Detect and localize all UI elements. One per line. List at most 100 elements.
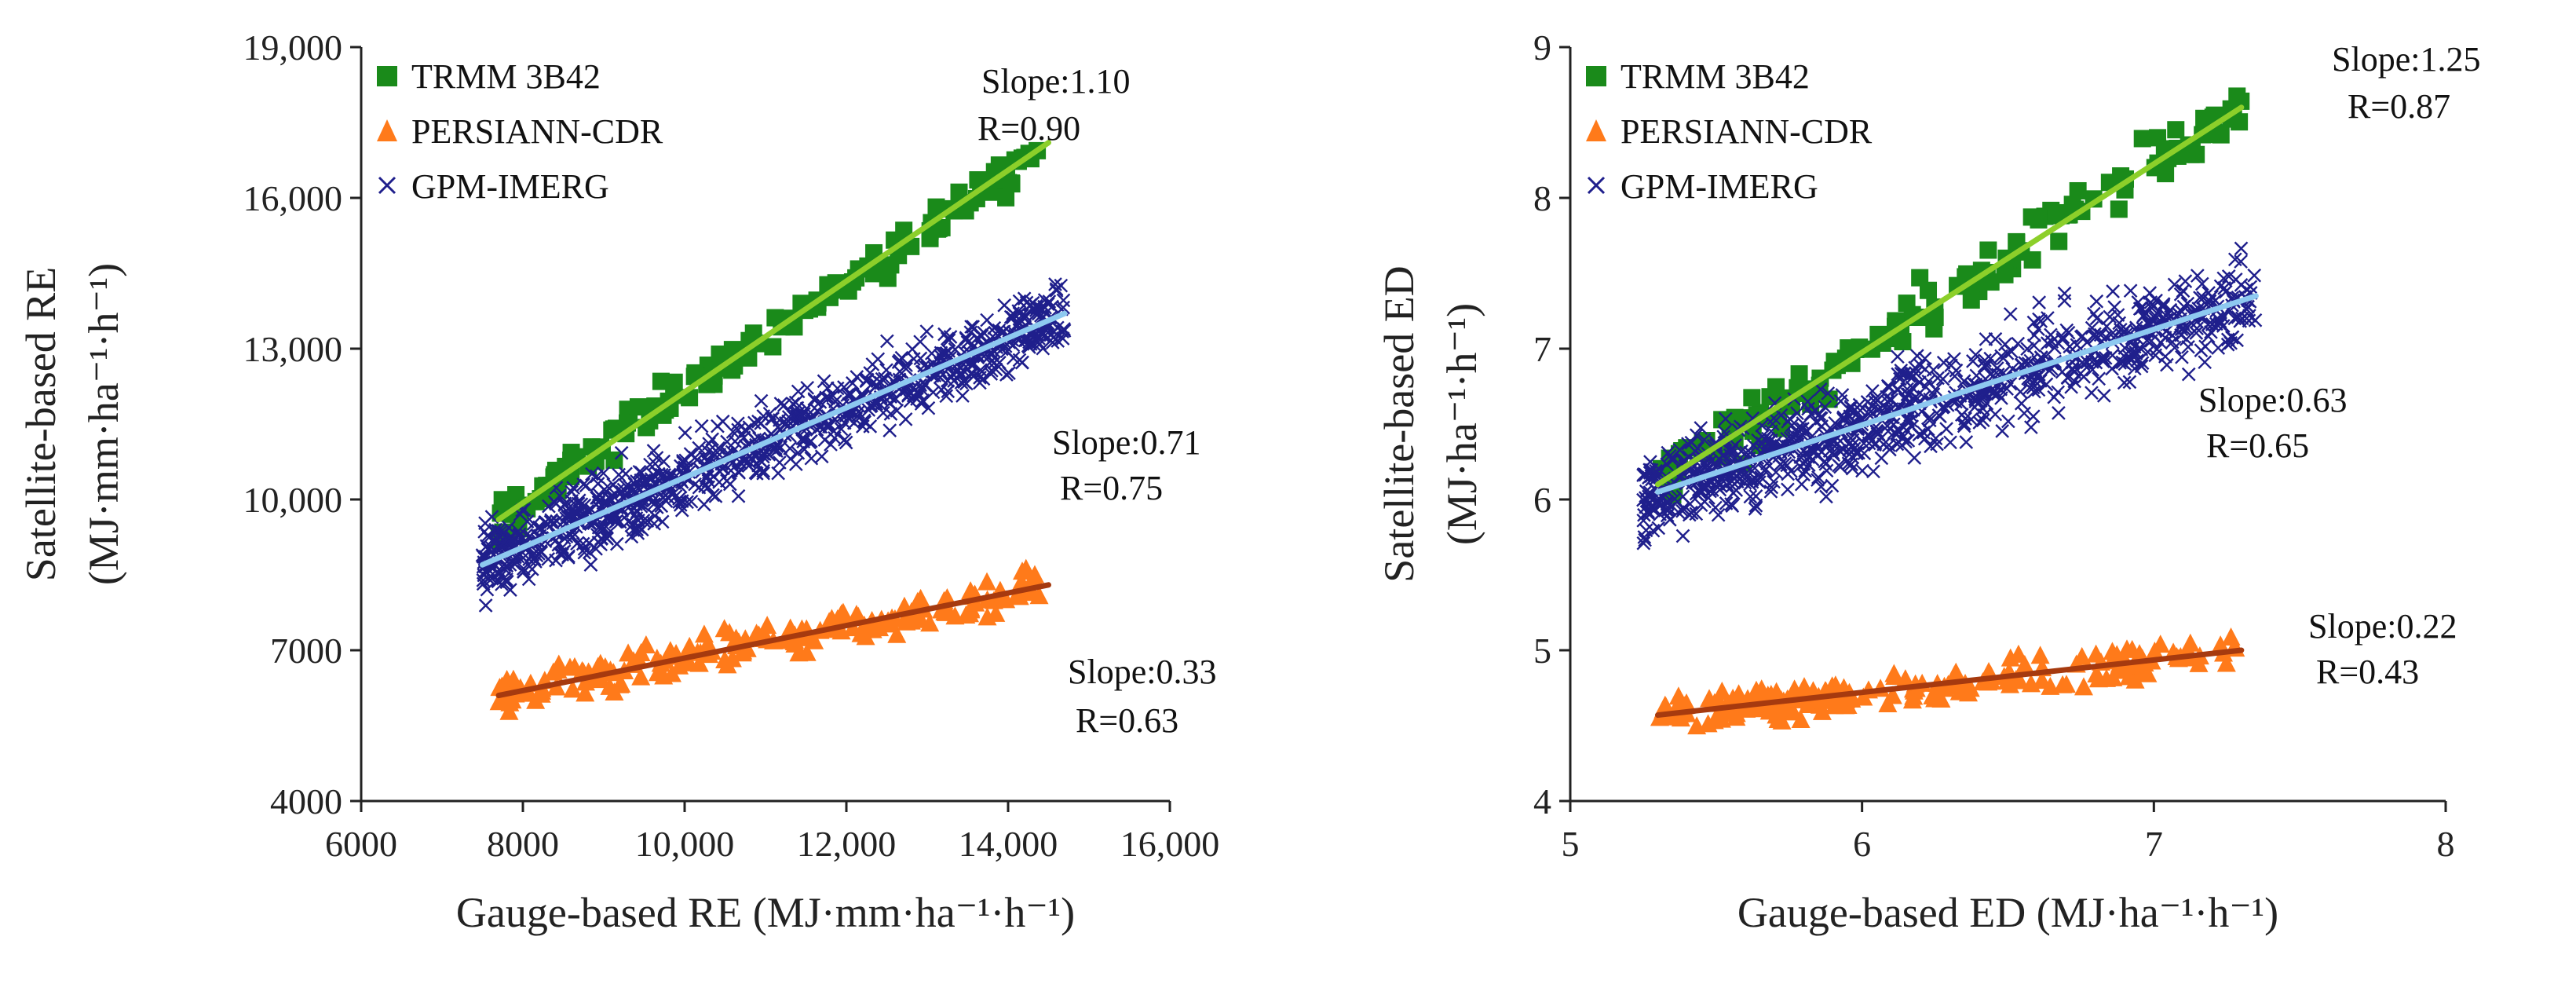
point xyxy=(791,445,806,460)
point xyxy=(2130,353,2144,368)
point xyxy=(1781,482,1795,497)
point xyxy=(1708,500,1723,515)
point xyxy=(2069,181,2087,199)
point xyxy=(879,334,894,349)
slope-label: Slope:0.63 xyxy=(2198,381,2347,419)
point xyxy=(1876,437,1891,452)
point xyxy=(1719,496,1734,510)
point xyxy=(1689,507,1704,521)
point xyxy=(1703,454,1718,469)
point xyxy=(1675,501,1690,516)
point xyxy=(897,609,917,627)
point xyxy=(596,496,611,510)
point xyxy=(1729,684,1748,703)
point xyxy=(541,552,556,566)
point xyxy=(1700,689,1719,708)
point xyxy=(1962,291,1980,309)
point xyxy=(2041,676,2060,695)
point xyxy=(1957,416,1971,431)
point xyxy=(1957,374,1971,389)
point xyxy=(1646,503,1661,518)
point xyxy=(747,415,762,430)
point xyxy=(1907,451,1922,465)
point xyxy=(1908,360,1923,375)
point xyxy=(2040,336,2055,350)
point xyxy=(2000,382,2014,396)
r-label: R=0.75 xyxy=(1060,469,1163,507)
point xyxy=(786,397,800,412)
point xyxy=(2248,313,2263,327)
point xyxy=(2167,277,2182,292)
point xyxy=(705,375,723,393)
point xyxy=(871,352,886,367)
point xyxy=(1944,358,1958,373)
x-axis-label: Gauge-based ED (MJ·ha⁻¹·h⁻¹) xyxy=(1737,889,2278,936)
point xyxy=(1743,489,1758,504)
point xyxy=(2216,653,2236,672)
point xyxy=(2047,203,2065,221)
point xyxy=(553,488,567,503)
point xyxy=(1651,521,1666,536)
point xyxy=(550,514,565,529)
point xyxy=(887,624,907,643)
point xyxy=(788,457,803,471)
point xyxy=(674,494,689,508)
point xyxy=(665,373,683,391)
point xyxy=(1784,464,1798,478)
point xyxy=(1712,682,1732,701)
point xyxy=(1757,431,1772,446)
y-tick-label: 13,000 xyxy=(243,329,343,369)
point xyxy=(1954,397,1968,412)
point xyxy=(864,265,882,283)
point xyxy=(1910,349,1924,363)
point xyxy=(516,562,531,576)
point xyxy=(585,466,599,481)
point xyxy=(648,663,667,682)
point xyxy=(511,524,525,539)
point xyxy=(1904,413,1918,428)
point xyxy=(2048,340,2062,355)
point xyxy=(1881,380,1896,395)
point xyxy=(2216,271,2231,286)
point xyxy=(788,395,803,410)
point xyxy=(1737,699,1756,718)
point xyxy=(766,309,784,327)
x-tick-label: 8000 xyxy=(487,824,559,864)
point xyxy=(1996,265,2014,283)
point xyxy=(2179,332,2194,346)
fit-line xyxy=(495,582,1051,699)
legend: TRMM 3B42 PERSIANN-CDR GPM-IMERG xyxy=(1586,57,1873,206)
point xyxy=(1920,422,1935,437)
point xyxy=(1866,464,1880,479)
point xyxy=(1718,412,1733,426)
point xyxy=(1975,401,1990,415)
point xyxy=(1745,472,1759,487)
point xyxy=(562,444,580,462)
point xyxy=(2189,653,2209,672)
point xyxy=(563,509,577,524)
point xyxy=(1002,366,1016,380)
y-tick-label: 5 xyxy=(1533,631,1551,671)
point xyxy=(1843,401,1858,415)
chart-re: 6000 8000 10,000 12,000 14,000 16,000 4000 7000… xyxy=(17,27,1219,936)
point xyxy=(563,679,583,698)
legend-label: TRMM 3B42 xyxy=(411,57,601,96)
point xyxy=(2107,300,2121,314)
x-tick-label: 8 xyxy=(2437,824,2455,864)
point xyxy=(2010,671,2030,690)
point xyxy=(2158,349,2172,364)
fit-line xyxy=(495,140,1051,523)
point xyxy=(1641,504,1655,519)
point xyxy=(2211,341,2226,355)
point xyxy=(1684,435,1699,450)
point xyxy=(1972,415,1987,430)
point xyxy=(850,370,864,384)
point xyxy=(1694,498,1708,513)
point xyxy=(498,535,512,550)
point xyxy=(2013,385,2028,399)
point xyxy=(2024,420,2038,434)
y-tick-label: 19,000 xyxy=(243,27,343,68)
point xyxy=(1996,351,2011,365)
point xyxy=(1653,507,1667,521)
point xyxy=(1870,427,1885,441)
